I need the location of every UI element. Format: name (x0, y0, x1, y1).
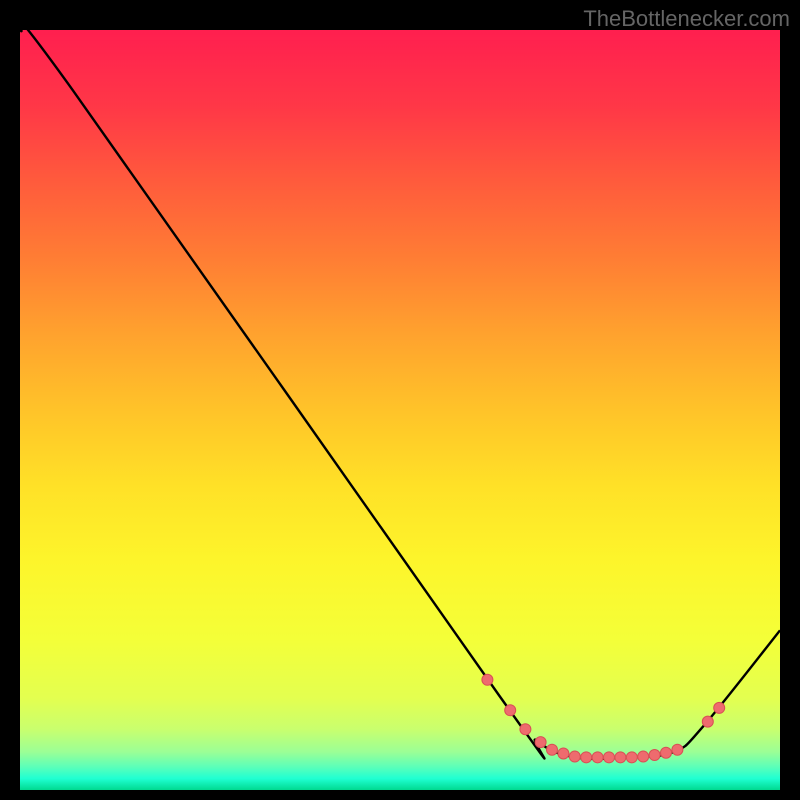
data-marker (626, 752, 637, 763)
data-marker (615, 752, 626, 763)
data-marker (581, 752, 592, 763)
data-marker (535, 737, 546, 748)
data-marker (714, 702, 725, 713)
data-marker (520, 724, 531, 735)
data-marker (482, 674, 493, 685)
bottleneck-chart (0, 0, 800, 800)
data-marker (638, 751, 649, 762)
watermark-text: TheBottlenecker.com (583, 6, 790, 32)
data-marker (547, 744, 558, 755)
data-marker (604, 752, 615, 763)
data-marker (672, 744, 683, 755)
data-marker (661, 747, 672, 758)
chart-background (20, 30, 780, 790)
data-marker (649, 750, 660, 761)
data-marker (592, 752, 603, 763)
data-marker (505, 705, 516, 716)
data-marker (702, 716, 713, 727)
data-marker (558, 748, 569, 759)
data-marker (569, 751, 580, 762)
